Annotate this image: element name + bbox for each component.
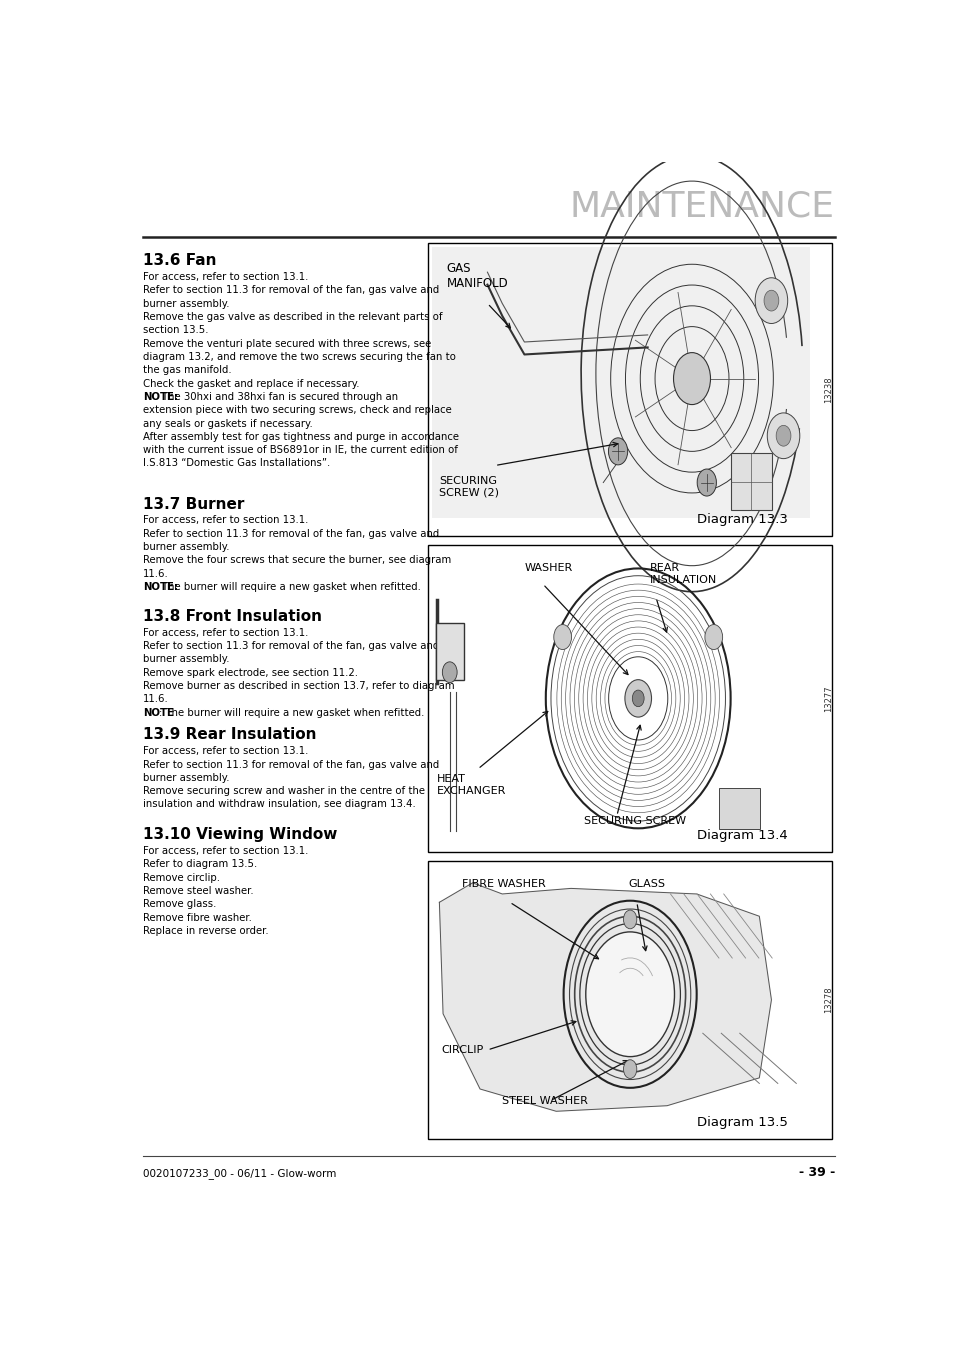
Text: 13.7 Burner: 13.7 Burner (143, 497, 244, 512)
Text: NOTE:: NOTE: (143, 582, 177, 591)
Text: insulation and withdraw insulation, see diagram 13.4.: insulation and withdraw insulation, see … (143, 799, 416, 810)
Polygon shape (439, 883, 771, 1111)
Text: 13.10 Viewing Window: 13.10 Viewing Window (143, 828, 337, 842)
Text: Remove spark electrode, see section 11.2.: Remove spark electrode, see section 11.2… (143, 668, 357, 678)
Text: For access, refer to section 13.1.: For access, refer to section 13.1. (143, 273, 308, 282)
Text: Refer to section 11.3 for removal of the fan, gas valve and: Refer to section 11.3 for removal of the… (143, 760, 438, 770)
Text: the gas manifold.: the gas manifold. (143, 366, 232, 375)
Text: 13.6 Fan: 13.6 Fan (143, 254, 216, 269)
Bar (436, 622, 463, 680)
Text: After assembly test for gas tightness and purge in accordance: After assembly test for gas tightness an… (143, 432, 458, 441)
Text: 0020107233_00 - 06/11 - Glow-worm: 0020107233_00 - 06/11 - Glow-worm (143, 1168, 335, 1179)
Text: For access, refer to section 13.1.: For access, refer to section 13.1. (143, 516, 308, 525)
Text: The 30hxi and 38hxi fan is secured through an: The 30hxi and 38hxi fan is secured throu… (162, 392, 397, 402)
Text: Remove fibre washer.: Remove fibre washer. (143, 913, 252, 922)
Text: For access, refer to section 13.1.: For access, refer to section 13.1. (143, 846, 308, 856)
Text: FIBRE WASHER: FIBRE WASHER (461, 879, 545, 890)
Circle shape (553, 625, 571, 649)
Circle shape (763, 290, 778, 310)
Text: SECURING
SCREW (2): SECURING SCREW (2) (439, 477, 498, 498)
Circle shape (585, 931, 674, 1057)
Bar (719, 788, 759, 829)
Text: Replace in reverse order.: Replace in reverse order. (143, 926, 268, 936)
Text: 13238: 13238 (823, 377, 833, 402)
Text: The burner will require a new gasket when refitted.: The burner will require a new gasket whe… (162, 582, 420, 591)
Circle shape (755, 278, 787, 324)
Text: burner assembly.: burner assembly. (143, 772, 229, 783)
Text: NOTE: NOTE (143, 707, 173, 718)
Circle shape (632, 690, 643, 706)
Text: Remove circlip.: Remove circlip. (143, 872, 220, 883)
Circle shape (442, 662, 456, 683)
Text: Remove glass.: Remove glass. (143, 899, 216, 909)
Text: extension piece with two securing screws, check and replace: extension piece with two securing screws… (143, 405, 451, 416)
Text: burner assembly.: burner assembly. (143, 655, 229, 664)
Text: NOTE:: NOTE: (143, 392, 177, 402)
Text: burner assembly.: burner assembly. (143, 543, 229, 552)
Text: Remove the four screws that secure the burner, see diagram: Remove the four screws that secure the b… (143, 555, 451, 566)
Text: 13.9 Rear Insulation: 13.9 Rear Insulation (143, 728, 316, 743)
Text: 11.6.: 11.6. (143, 694, 169, 705)
Text: GLASS: GLASS (627, 879, 664, 890)
Text: burner assembly.: burner assembly. (143, 298, 229, 309)
Text: Remove the gas valve as described in the relevant parts of: Remove the gas valve as described in the… (143, 312, 442, 323)
Text: Refer to diagram 13.5.: Refer to diagram 13.5. (143, 860, 257, 869)
Circle shape (766, 413, 799, 459)
Text: Diagram 13.5: Diagram 13.5 (696, 1115, 787, 1129)
Text: Diagram 13.3: Diagram 13.3 (696, 513, 787, 525)
Text: - 39 -: - 39 - (798, 1165, 834, 1179)
Text: 13.8 Front Insulation: 13.8 Front Insulation (143, 609, 321, 624)
Circle shape (624, 679, 651, 717)
Text: STEEL WASHER: STEEL WASHER (501, 1096, 587, 1106)
Text: Check the gasket and replace if necessary.: Check the gasket and replace if necessar… (143, 378, 359, 389)
Bar (730, 454, 771, 510)
Circle shape (776, 425, 790, 446)
Text: 13277: 13277 (823, 684, 833, 711)
Text: Refer to section 11.3 for removal of the fan, gas valve and: Refer to section 11.3 for removal of the… (143, 285, 438, 296)
Bar (432, 247, 809, 517)
Text: MAINTENANCE: MAINTENANCE (569, 189, 834, 223)
Circle shape (623, 1060, 637, 1079)
Text: SECURING SCREW: SECURING SCREW (583, 817, 685, 826)
Bar (428, 243, 831, 536)
Text: section 13.5.: section 13.5. (143, 325, 208, 335)
Text: Refer to section 11.3 for removal of the fan, gas valve and: Refer to section 11.3 for removal of the… (143, 641, 438, 651)
Circle shape (697, 468, 716, 495)
Text: Remove securing screw and washer in the centre of the: Remove securing screw and washer in the … (143, 786, 424, 796)
Bar (428, 544, 831, 852)
Text: : The burner will require a new gasket when refitted.: : The burner will require a new gasket w… (158, 707, 423, 718)
Circle shape (608, 437, 627, 464)
Circle shape (673, 352, 710, 405)
Text: Remove steel washer.: Remove steel washer. (143, 886, 253, 896)
Text: I.S.813 “Domestic Gas Installations”.: I.S.813 “Domestic Gas Installations”. (143, 459, 330, 468)
Text: with the current issue of BS6891or in IE, the current edition of: with the current issue of BS6891or in IE… (143, 446, 457, 455)
Bar (428, 860, 831, 1139)
Text: WASHER: WASHER (524, 563, 572, 574)
Text: Remove burner as described in section 13.7, refer to diagram: Remove burner as described in section 13… (143, 680, 454, 691)
Text: For access, refer to section 13.1.: For access, refer to section 13.1. (143, 628, 308, 637)
Text: Remove the venturi plate secured with three screws, see: Remove the venturi plate secured with th… (143, 339, 431, 348)
Circle shape (704, 625, 721, 649)
Text: CIRCLIP: CIRCLIP (441, 1045, 483, 1054)
Text: 11.6.: 11.6. (143, 568, 169, 579)
Text: 13278: 13278 (823, 987, 833, 1012)
Circle shape (608, 657, 667, 740)
Text: GAS
MANIFOLD: GAS MANIFOLD (446, 262, 508, 290)
Text: REAR
INSULATION: REAR INSULATION (649, 563, 717, 585)
Text: diagram 13.2, and remove the two screws securing the fan to: diagram 13.2, and remove the two screws … (143, 352, 456, 362)
Text: any seals or gaskets if necessary.: any seals or gaskets if necessary. (143, 418, 313, 428)
Text: Refer to section 11.3 for removal of the fan, gas valve and: Refer to section 11.3 for removal of the… (143, 529, 438, 539)
Text: For access, refer to section 13.1.: For access, refer to section 13.1. (143, 747, 308, 756)
Text: HEAT
EXCHANGER: HEAT EXCHANGER (436, 775, 506, 796)
Circle shape (623, 910, 637, 929)
Text: Diagram 13.4: Diagram 13.4 (696, 829, 787, 842)
